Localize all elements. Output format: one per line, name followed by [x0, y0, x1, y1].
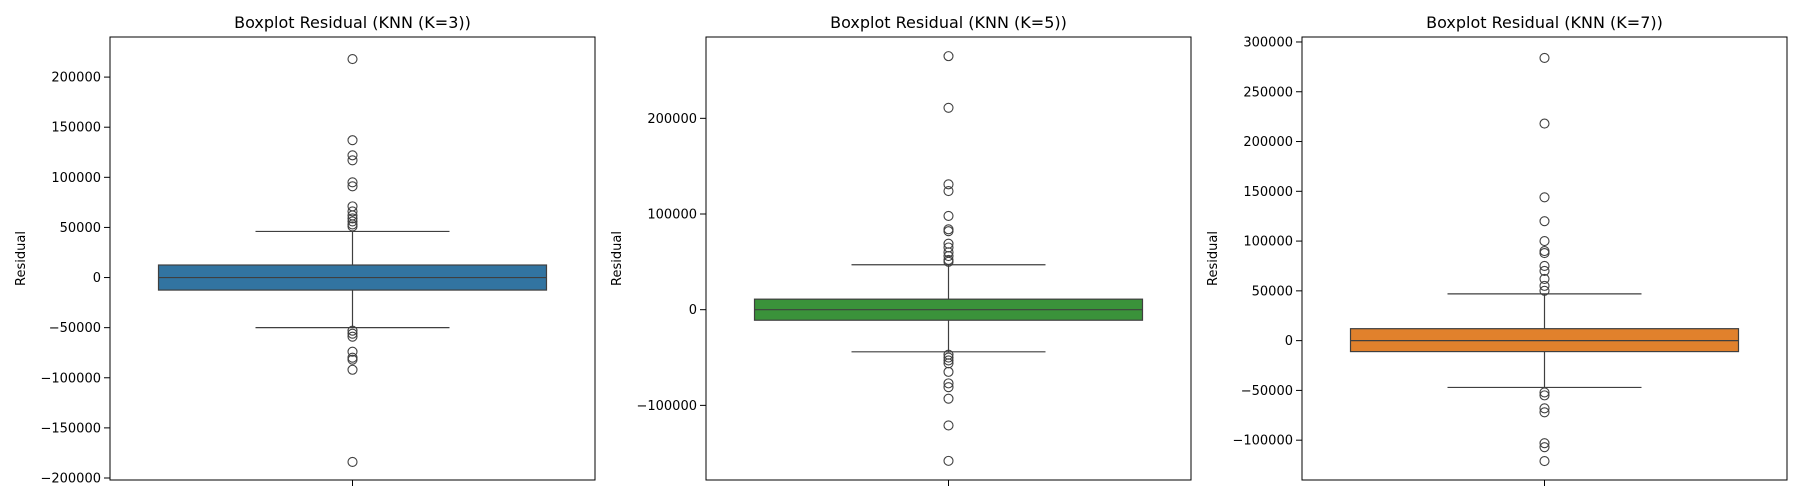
- chart-panel-3: Boxplot Residual (KNN (K=7)) Residual −100…: [1206, 13, 1788, 486]
- plot-frame: [705, 36, 1192, 481]
- outlier-point: [943, 102, 954, 113]
- y-tick-label: −50000: [1241, 384, 1293, 399]
- outlier-point: [943, 179, 954, 190]
- y-tick-label: 200000: [1243, 135, 1293, 150]
- outlier-point: [943, 51, 954, 62]
- outlier-point: [347, 150, 358, 161]
- y-tick-label: −100000: [40, 371, 101, 386]
- outlier-point: [347, 456, 358, 468]
- outlier-point: [1539, 403, 1550, 414]
- outlier-point: [943, 455, 954, 466]
- outlier-point: [943, 366, 954, 377]
- y-tick-label: 100000: [1243, 235, 1293, 250]
- outlier-point: [943, 210, 954, 221]
- outlier-point: [347, 325, 358, 336]
- outlier-point: [943, 420, 954, 431]
- outlier-point: [943, 382, 954, 393]
- outlier-point: [347, 352, 358, 363]
- outlier-point: [1539, 456, 1550, 467]
- outlier-point: [1539, 260, 1550, 272]
- outlier-point: [943, 352, 954, 363]
- outlier-point: [1539, 245, 1550, 257]
- outlier-point: [943, 226, 954, 237]
- outlier-point: [347, 346, 358, 357]
- outlier-point: [347, 221, 358, 232]
- outlier-point: [1539, 390, 1550, 401]
- outlier-point: [347, 354, 358, 365]
- outlier-point: [1539, 273, 1550, 284]
- chart-panel-1: Boxplot Residual (KNN (K=3)) Residual −200…: [14, 13, 596, 486]
- y-tick-label: −100000: [636, 399, 697, 414]
- outlier-point: [347, 206, 358, 217]
- outlier-point: [347, 364, 358, 375]
- outlier-point: [347, 177, 358, 188]
- y-tick-label: 100000: [51, 171, 101, 186]
- outlier-point: [1539, 247, 1550, 259]
- y-tick-label: 150000: [51, 121, 101, 136]
- chart-panel-2: Boxplot Residual (KNN (K=5)) Residual −100…: [610, 13, 1192, 486]
- outlier-point: [347, 331, 358, 342]
- outlier-point: [1539, 285, 1550, 296]
- chart-title: Boxplot Residual (KNN (K=7)): [1426, 13, 1663, 32]
- y-tick-label: −200000: [40, 471, 101, 486]
- y-axis-label: Residual: [610, 231, 625, 286]
- y-tick-label: 150000: [1243, 185, 1293, 200]
- outlier-point: [1539, 216, 1550, 227]
- outlier-point: [347, 155, 358, 166]
- outlier-point: [1539, 442, 1550, 453]
- chart-title: Boxplot Residual (KNN (K=5)): [830, 13, 1067, 32]
- y-tick-label: −150000: [40, 421, 101, 436]
- outlier-point: [347, 181, 358, 192]
- plot-frame: [1301, 36, 1788, 481]
- outlier-point: [1539, 407, 1550, 418]
- outlier-point: [1539, 280, 1550, 291]
- y-tick-label: 50000: [1252, 284, 1293, 299]
- y-axis-label: Residual: [14, 231, 29, 286]
- outlier-point: [1539, 118, 1550, 129]
- outlier-point: [943, 247, 954, 258]
- y-axis-label: Residual: [1206, 231, 1221, 286]
- y-tick-label: 300000: [1243, 35, 1293, 50]
- outlier-point: [347, 135, 358, 146]
- outlier-point: [1539, 438, 1550, 449]
- outlier-point: [943, 224, 954, 235]
- y-tick-label: 250000: [1243, 85, 1293, 100]
- outlier-point: [347, 216, 358, 227]
- outlier-point: [943, 251, 954, 262]
- outlier-point: [943, 185, 954, 197]
- outlier-point: [1539, 387, 1550, 398]
- y-tick-label: 0: [689, 303, 697, 318]
- outlier-point: [943, 378, 954, 389]
- chart-title: Boxplot Residual (KNN (K=3)): [234, 13, 471, 32]
- outlier-point: [943, 355, 954, 366]
- y-tick-label: −100000: [1232, 434, 1293, 449]
- y-tick-label: 200000: [647, 112, 697, 127]
- y-tick-label: −50000: [49, 321, 101, 336]
- outlier-point: [1539, 52, 1550, 63]
- y-tick-label: 0: [93, 271, 101, 286]
- outlier-point: [943, 393, 954, 404]
- outlier-point: [1539, 236, 1550, 247]
- outlier-point: [1539, 265, 1550, 276]
- plot-frame: [109, 36, 596, 481]
- outlier-point: [1539, 192, 1550, 203]
- outlier-point: [347, 53, 358, 65]
- outlier-point: [943, 256, 954, 267]
- y-tick-label: 100000: [647, 208, 697, 223]
- y-tick-label: 50000: [60, 221, 101, 236]
- y-tick-label: 0: [1285, 334, 1293, 349]
- outlier-point: [347, 213, 358, 224]
- y-tick-label: 200000: [51, 71, 101, 86]
- outlier-point: [347, 328, 358, 339]
